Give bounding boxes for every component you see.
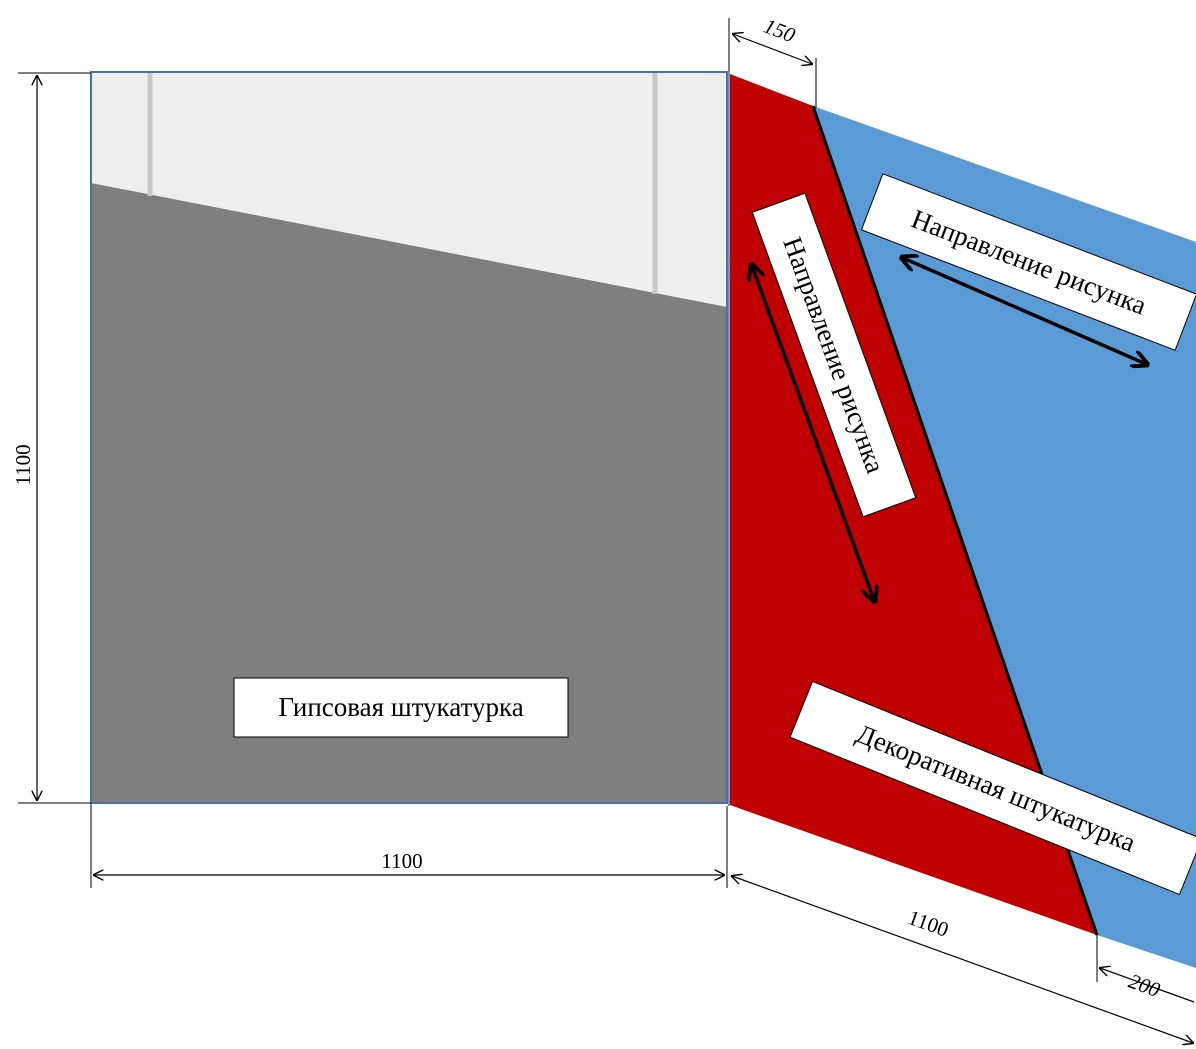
dim-top-offset-label: 150	[761, 14, 799, 48]
dim-bottom-offset-label: 200	[1125, 969, 1163, 1002]
dim-height-label: 1100	[11, 444, 35, 485]
dim-left-width-label: 1100	[381, 849, 422, 873]
gypsum-plaster-label: Гипсовая штукатурка	[234, 678, 568, 737]
dim-right-width-label: 1100	[905, 905, 952, 942]
gypsum-plaster-label-text: Гипсовая штукатурка	[278, 692, 523, 722]
